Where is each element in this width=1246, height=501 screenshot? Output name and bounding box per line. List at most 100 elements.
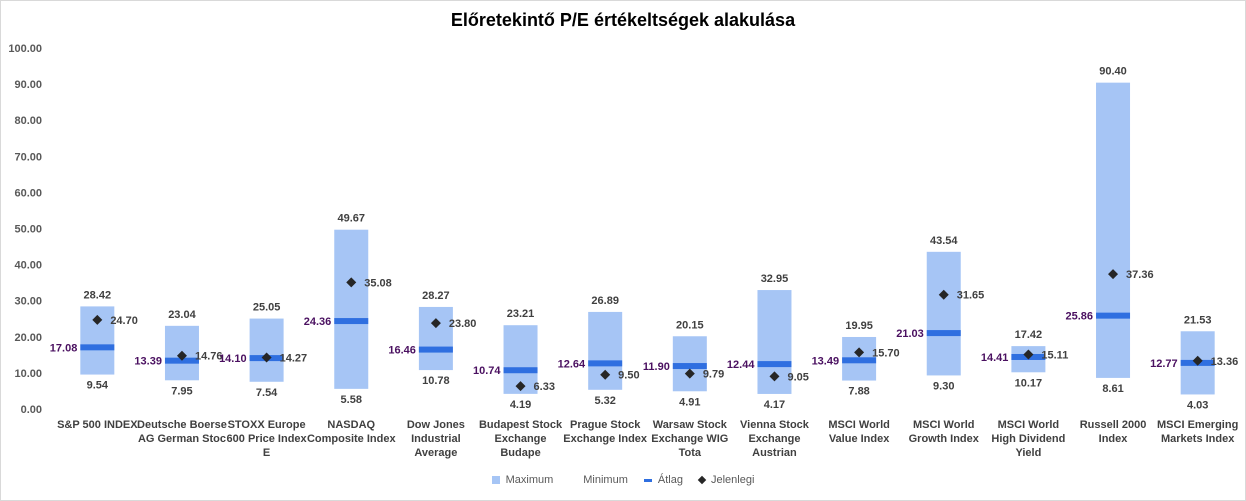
average-value-label: 16.46 [388,345,416,357]
average-value-label: 24.36 [304,316,332,328]
max-value-label: 25.05 [253,302,281,314]
current-marker [515,381,526,392]
current-value-label: 13.36 [1211,356,1239,368]
average-marker [672,363,707,370]
y-tick-label: 10.00 [14,368,42,380]
legend-item-minimum: Minimum [569,474,628,486]
legend-label-minimum: Minimum [583,474,628,486]
max-value-label: 32.95 [761,273,789,285]
y-tick-label: 70.00 [14,151,42,163]
legend-item-maximum: Maximum [491,474,553,486]
category-label: MSCI World [828,419,890,431]
category-label: Warsaw Stock [653,419,728,431]
min-value-label: 7.88 [848,386,869,398]
max-value-label: 21.53 [1184,314,1212,326]
category-label: Index [1099,433,1129,445]
category-label: Prague Stock [570,419,641,431]
y-tick-label: 0.00 [21,404,42,416]
legend-label-current: Jelenlegi [710,474,755,486]
average-value-label: 13.49 [812,355,840,367]
current-value-label: 35.08 [364,277,392,289]
min-value-label: 10.17 [1015,377,1043,389]
average-marker [334,318,369,325]
current-marker [684,368,695,379]
category-label: High Dividend [991,433,1065,445]
y-tick-label: 30.00 [14,296,42,308]
average-marker [80,344,115,351]
y-tick-label: 50.00 [14,224,42,236]
current-swatch [697,475,707,485]
min-value-label: 4.91 [679,396,700,408]
max-value-label: 28.27 [422,290,450,302]
category-label: AG German Stoc [138,433,226,445]
min-value-label: 4.19 [510,399,531,411]
category-label: S&P 500 INDEX [57,419,138,431]
category-label: MSCI World [913,419,975,431]
category-label: E [263,447,270,459]
category-label: Composite Index [307,433,397,445]
max-value-label: 23.04 [168,309,196,321]
current-value-label: 9.50 [618,370,639,382]
average-marker [418,346,453,353]
average-value-label: 12.64 [558,358,586,370]
current-value-label: 37.36 [1126,269,1154,281]
current-value-label: 15.11 [1041,349,1068,361]
current-marker [769,371,780,382]
category-label: Average [414,447,457,459]
max-value-label: 26.89 [591,295,619,307]
category-label: Deutsche Boerse [137,419,227,431]
average-marker [757,361,792,368]
current-value-label: 15.70 [872,347,900,359]
category-label: Exchange [495,433,547,445]
current-value-label: 9.05 [787,371,808,383]
minimum-swatch [569,476,577,484]
current-marker [261,352,272,363]
range-bar [926,251,961,376]
average-value-label: 12.77 [1150,358,1178,370]
category-label: STOXX Europe [228,419,306,431]
min-value-label: 10.78 [422,375,450,387]
category-label: MSCI Emerging [1157,419,1238,431]
y-tick-label: 100.00 [8,43,42,55]
average-value-label: 17.08 [50,342,78,354]
average-value-label: 21.03 [896,328,924,340]
category-label: Markets Index [1161,433,1235,445]
max-value-label: 17.42 [1015,329,1043,341]
max-value-label: 28.42 [84,289,112,301]
category-label: Exchange Index [563,433,648,445]
current-marker [854,347,865,358]
current-marker [1023,349,1034,360]
range-bar [334,229,369,389]
category-label: Dow Jones [407,419,465,431]
legend-item-average: Átlag [643,474,683,486]
y-tick-label: 90.00 [14,79,42,91]
legend: Maximum Minimum Átlag Jelenlegi [0,474,1246,486]
average-marker [588,360,623,367]
average-value-label: 14.41 [981,352,1009,364]
category-label: Exchange WIG [651,433,728,445]
average-marker [503,367,538,374]
average-marker [842,357,877,364]
min-value-label: 9.54 [87,380,109,392]
min-value-label: 4.03 [1187,399,1208,411]
min-value-label: 7.54 [256,387,278,399]
category-label: Austrian [752,447,797,459]
max-value-label: 19.95 [845,320,873,332]
chart-title: Előretekintő P/E értékeltségek alakulása [450,10,796,30]
max-value-label: 23.21 [507,308,535,320]
category-label: Growth Index [909,433,980,445]
current-marker [176,350,187,361]
average-value-label: 12.44 [727,359,755,371]
current-value-label: 6.33 [534,381,555,393]
current-value-label: 9.79 [703,369,724,381]
y-tick-label: 60.00 [14,187,42,199]
max-value-label: 43.54 [930,235,958,247]
range-bar [249,318,284,382]
current-marker [430,318,441,329]
current-marker [1192,355,1203,366]
legend-item-current: Jelenlegi [697,474,755,486]
range-bar [1096,82,1131,378]
category-label: Budapest Stock [479,419,563,431]
maximum-swatch [491,476,500,484]
